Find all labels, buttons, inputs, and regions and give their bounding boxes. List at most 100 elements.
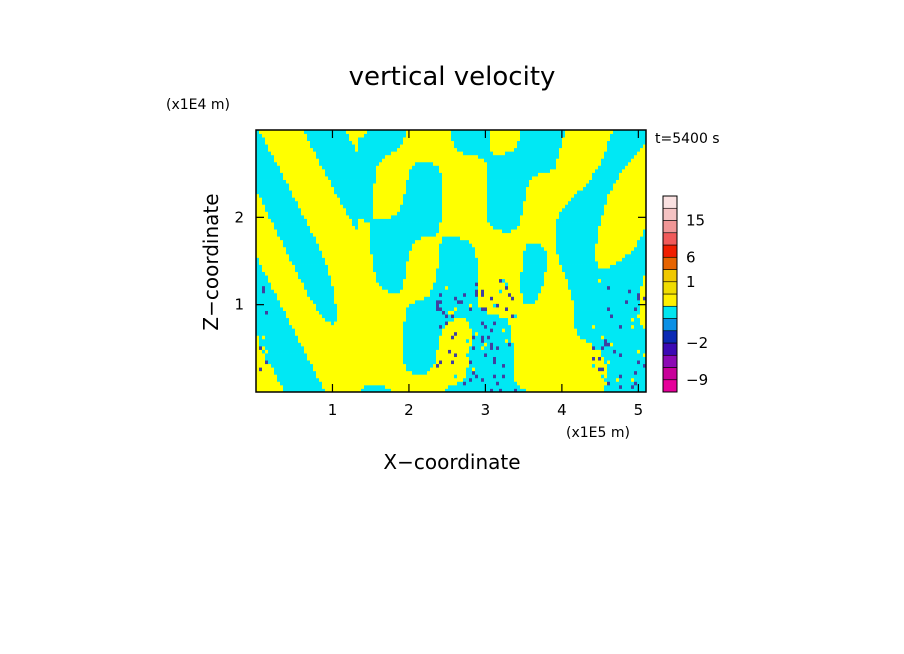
field-cell (448, 374, 452, 379)
field-cell (340, 200, 344, 205)
field-cell (304, 303, 308, 308)
field-cell (364, 151, 368, 156)
field-cell (376, 271, 380, 276)
field-cell (406, 307, 410, 311)
field-cell (307, 342, 311, 347)
field-cell (424, 360, 428, 365)
field-cell (286, 370, 290, 375)
field-cell (286, 229, 290, 234)
field-cell (328, 151, 332, 156)
field-cell (415, 349, 419, 354)
field-cell (307, 176, 311, 180)
field-cell (256, 140, 260, 145)
field-cell (259, 299, 263, 304)
field-cell (256, 165, 260, 170)
field-cell (439, 190, 443, 195)
field-cell (451, 275, 455, 280)
field-cell (277, 261, 281, 265)
field-cell (442, 307, 446, 311)
field-cell (394, 342, 398, 347)
field-cell (274, 243, 278, 248)
field-cell (352, 168, 356, 173)
field-cell (316, 384, 320, 389)
field-cell (301, 278, 305, 283)
field-cell (316, 236, 320, 241)
field-cell (424, 207, 428, 212)
field-cell (337, 303, 341, 308)
field-cell (367, 197, 371, 202)
field-cell (391, 144, 395, 149)
field-cell (439, 317, 443, 322)
field-cell (349, 250, 353, 255)
field-cell (289, 154, 293, 159)
field-cell (451, 218, 455, 223)
field-cell (394, 335, 398, 340)
field-cell (412, 257, 416, 262)
field-cell (346, 381, 350, 386)
field-cell (403, 147, 407, 152)
field-cell (349, 243, 353, 248)
field-cell (307, 211, 311, 216)
field-cell (262, 384, 266, 389)
field-cell (367, 229, 371, 234)
field-cell (364, 225, 368, 230)
field-cell (433, 381, 437, 386)
field-cell (427, 275, 431, 280)
field-cell (349, 211, 353, 216)
field-cell (268, 296, 272, 301)
field-cell (388, 158, 392, 163)
field-cell (346, 197, 350, 202)
field-cell (265, 161, 269, 166)
field-cell (451, 137, 455, 142)
field-cell (262, 218, 266, 223)
field-cell (373, 324, 377, 329)
field-cell (433, 338, 437, 343)
field-cell (391, 384, 395, 389)
field-cell (430, 349, 434, 354)
field-cell (442, 183, 446, 188)
field-cell (355, 186, 359, 191)
field-cell (421, 172, 425, 177)
field-cell (340, 367, 344, 372)
field-cell (328, 250, 332, 255)
field-cell (298, 328, 302, 333)
field-cell (310, 179, 314, 184)
field-cell (451, 367, 455, 372)
field-cell (301, 374, 305, 379)
field-cell (286, 349, 290, 354)
field-cell (379, 211, 383, 216)
field-cell (298, 356, 302, 361)
field-cell (364, 165, 368, 170)
field-cell (451, 197, 455, 202)
field-cell (367, 140, 371, 145)
field-cell (298, 377, 302, 382)
field-cell (268, 246, 272, 251)
field-cell (445, 342, 449, 347)
field-cell (409, 381, 413, 386)
field-cell (301, 190, 305, 195)
field-cell (334, 190, 338, 195)
field-cell (451, 253, 455, 258)
field-cell (319, 384, 323, 389)
field-cell (337, 200, 341, 205)
field-cell (322, 296, 326, 301)
field-cell (433, 154, 437, 159)
field-cell (298, 268, 302, 273)
field-cell (280, 261, 284, 265)
field-cell (328, 317, 332, 322)
field-cell (385, 211, 389, 216)
field-cell (256, 374, 260, 379)
field-cell (328, 299, 332, 304)
field-cell (373, 314, 377, 319)
field-cell (256, 239, 260, 244)
field-cell (406, 303, 410, 308)
field-cell (433, 285, 437, 290)
field-cell (370, 296, 374, 301)
field-cell (391, 176, 395, 180)
field-cell (418, 292, 422, 297)
field-cell (367, 268, 371, 273)
field-cell (424, 271, 428, 276)
field-cell (355, 253, 359, 258)
field-cell (355, 388, 359, 393)
field-cell (271, 285, 275, 290)
